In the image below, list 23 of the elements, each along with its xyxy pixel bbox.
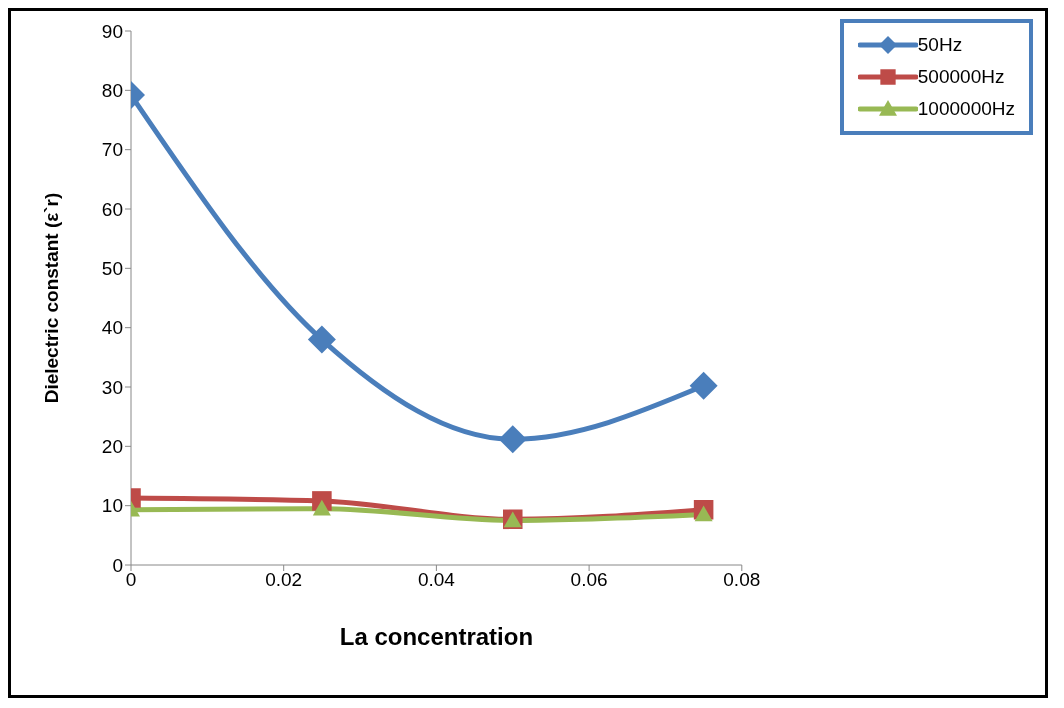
- y-tick-label: 90: [101, 20, 123, 42]
- y-tick-label: 20: [101, 436, 123, 458]
- y-tick-label: 50: [101, 258, 123, 280]
- legend-label: 50Hz: [917, 33, 963, 57]
- x-tick-label: 0.08: [723, 569, 761, 591]
- y-tick-label: 0: [112, 554, 123, 576]
- legend-label: 1000000Hz: [917, 97, 1015, 121]
- legend-label: 500000Hz: [917, 65, 1005, 89]
- y-tick-label: 80: [101, 80, 123, 102]
- x-tick-label: 0.02: [265, 569, 303, 591]
- x-axis-title: La concentration: [339, 623, 534, 650]
- y-tick-label: 60: [101, 198, 123, 220]
- y-tick-label: 40: [101, 317, 123, 339]
- x-tick-label: 0: [125, 569, 137, 591]
- point: [694, 505, 713, 522]
- point: [498, 425, 527, 454]
- x-tick-label: 0.04: [417, 569, 456, 591]
- y-tick-label: 70: [101, 139, 123, 161]
- y-tick-label: 10: [101, 495, 123, 517]
- x-tick-label: 0.06: [570, 569, 608, 591]
- y-tick-label: 30: [101, 376, 123, 398]
- y-axis-title: Dielectric constant (ε`r): [40, 192, 62, 404]
- point: [689, 371, 718, 400]
